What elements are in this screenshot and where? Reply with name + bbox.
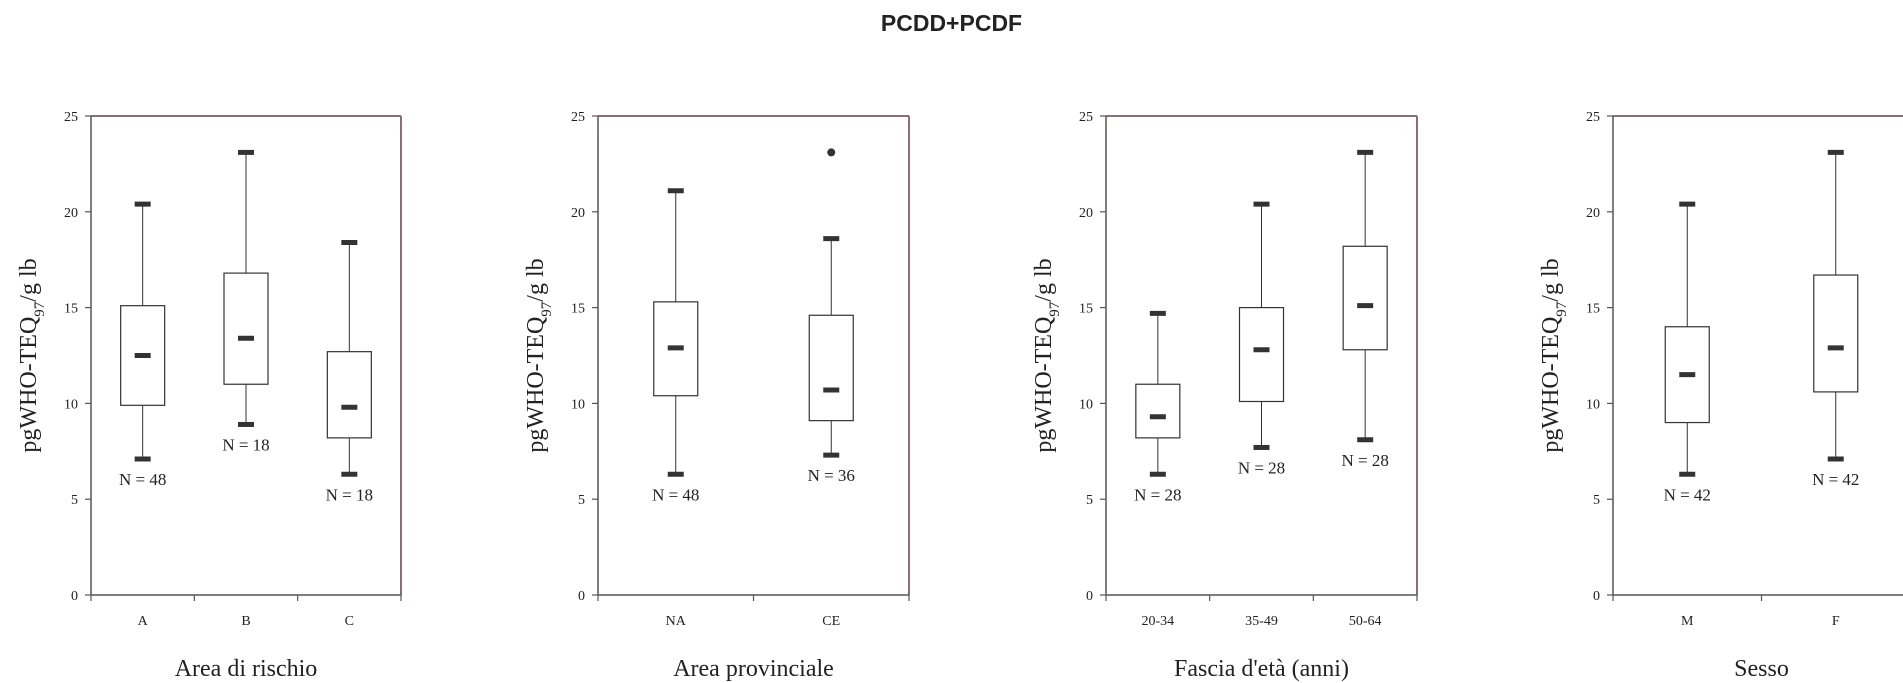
box-b: N = 18	[222, 149, 270, 454]
iqr-box	[223, 272, 269, 385]
y-tick-label: 0	[578, 589, 585, 604]
x-tick-label: 20-34	[1141, 614, 1174, 629]
iqr-box	[1238, 307, 1285, 403]
x-axis-label: Sesso	[1734, 656, 1789, 682]
y-tick-label: 10	[1079, 397, 1093, 412]
y-tick-label: 10	[571, 397, 585, 412]
y-axis-label: pgWHO-TEQ97/g lb	[1031, 258, 1063, 452]
y-tick-label: 15	[571, 302, 585, 317]
y-tick-label: 10	[1586, 397, 1600, 412]
box-panel-3: 0 5 10 15 20 25 20-34 35-49 50-64 pgWHO-TEQ97/g l…	[1031, 110, 1418, 682]
x-tick-label: NA	[666, 614, 687, 629]
n-label: N = 42	[1664, 485, 1711, 504]
y-tick-label: 0	[1593, 589, 1600, 604]
x-axis-label: Fascia d'età (anni)	[1174, 656, 1349, 682]
box-50-64: N = 28	[1341, 149, 1389, 470]
n-label: N = 28	[1341, 451, 1388, 470]
n-label: N = 18	[326, 485, 373, 504]
box-panel-2: 0 5 10 15 20 25 NA CE pgWHO-TEQ97/g lb Area provi…	[523, 110, 910, 682]
x-tick-label: A	[138, 614, 149, 629]
box-20-34: N = 28	[1134, 310, 1182, 504]
iqr-box	[1342, 245, 1388, 351]
y-tick-label: 5	[1086, 493, 1093, 508]
box-35-49: N = 28	[1238, 201, 1285, 477]
x-axis-label: Area provinciale	[673, 656, 834, 682]
x-tick-label: B	[241, 614, 250, 629]
n-label: N = 42	[1812, 470, 1859, 489]
x-tick-label: M	[1681, 614, 1694, 629]
x-axis-label: Area di rischio	[175, 656, 318, 682]
x-tick-label: 50-64	[1349, 614, 1382, 629]
y-tick-label: 0	[1086, 589, 1093, 604]
y-axis-label: pgWHO-TEQ97/g lb	[16, 258, 48, 452]
y-tick-label: 20	[64, 206, 78, 221]
y-tick-label: 15	[1079, 302, 1093, 317]
box-c: N = 18	[326, 239, 373, 504]
n-label: N = 36	[808, 466, 855, 485]
iqr-box	[1813, 274, 1859, 393]
y-axis-label: pgWHO-TEQ97/g lb	[1538, 258, 1570, 452]
n-label: N = 28	[1134, 485, 1181, 504]
iqr-box	[1135, 383, 1181, 439]
y-tick-label: 15	[64, 302, 78, 317]
y-tick-label: 15	[1586, 302, 1600, 317]
iqr-box	[808, 314, 854, 422]
x-tick-label: 35-49	[1245, 614, 1278, 629]
n-label: N = 18	[222, 435, 269, 454]
y-tick-label: 5	[578, 493, 585, 508]
y-tick-label: 5	[71, 493, 78, 508]
box-a: N = 48	[119, 201, 166, 489]
box-ce: N = 36	[808, 148, 855, 485]
y-tick-label: 5	[1593, 493, 1600, 508]
x-tick-label: CE	[822, 614, 840, 629]
y-tick-label: 25	[1079, 110, 1093, 125]
y-tick-label: 25	[64, 110, 78, 125]
iqr-box	[326, 351, 372, 439]
y-tick-label: 20	[571, 206, 585, 221]
outlier-point	[827, 148, 836, 157]
y-tick-label: 0	[71, 589, 78, 604]
y-tick-label: 25	[571, 110, 585, 125]
x-tick-label: F	[1832, 614, 1840, 629]
box-na: N = 48	[652, 188, 699, 504]
n-label: N = 28	[1238, 458, 1285, 477]
y-tick-label: 20	[1079, 206, 1093, 221]
box-f: N = 42	[1812, 149, 1859, 489]
y-tick-label: 25	[1586, 110, 1600, 125]
y-tick-label: 10	[64, 397, 78, 412]
box-m: N = 42	[1664, 201, 1711, 504]
n-label: N = 48	[652, 485, 699, 504]
x-tick-label: C	[345, 614, 354, 629]
chart-title: PCDD+PCDF	[880, 10, 1023, 36]
y-axis-label: pgWHO-TEQ97/g lb	[523, 258, 555, 452]
y-tick-label: 20	[1586, 206, 1600, 221]
n-label: N = 48	[119, 470, 166, 489]
